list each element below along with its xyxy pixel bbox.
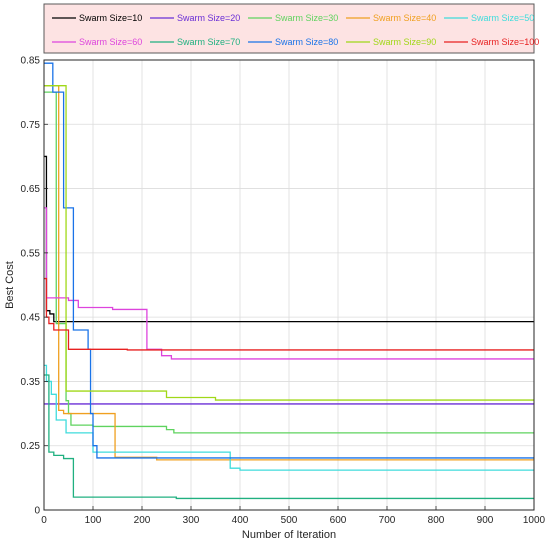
legend-label: Swarm Size=40 <box>373 13 436 23</box>
y-tick-label: 0.25 <box>21 441 41 452</box>
y-tick-label: 0.45 <box>21 313 41 324</box>
x-tick-label: 1000 <box>523 515 546 526</box>
legend-label: Swarm Size=60 <box>79 37 142 47</box>
x-tick-label: 500 <box>281 515 298 526</box>
legend-label: Swarm Size=90 <box>373 37 436 47</box>
y-axis-label: Best Cost <box>4 261 16 309</box>
plot-area: 0 100 200 300 400 500 600 700 800 900 1000 0 0.25 0.3… <box>21 56 546 527</box>
x-tick-label: 900 <box>477 515 494 526</box>
x-tick-label: 700 <box>379 515 396 526</box>
series-line-8 <box>44 62 534 459</box>
series-line-6 <box>44 207 534 360</box>
legend-label: Swarm Size=80 <box>275 37 338 47</box>
legend: Swarm Size=10 Swarm Size=20 Swarm Size=30 S… <box>43 3 539 54</box>
series-line-7 <box>44 374 534 500</box>
axis-ticks: 0 100 200 300 400 500 600 700 800 900 1000 0 0.25 0.3… <box>21 56 546 527</box>
series-lines <box>44 62 534 500</box>
series-line-10 <box>44 277 534 351</box>
y-tick-label: 0.65 <box>21 184 41 195</box>
legend-box <box>43 3 535 54</box>
legend-label: Swarm Size=50 <box>471 13 534 23</box>
x-tick-label: 300 <box>183 515 200 526</box>
x-tick-label: 0 <box>41 515 47 526</box>
x-axis-label: Number of Iteration <box>242 529 336 541</box>
legend-label: Swarm Size=10 <box>79 13 142 23</box>
legend-label: Swarm Size=20 <box>177 13 240 23</box>
y-tick-label: 0.75 <box>21 120 41 131</box>
x-tick-label: 400 <box>232 515 249 526</box>
y-tick-label: 0 <box>34 506 40 517</box>
series-line-3 <box>44 91 534 434</box>
y-tick-label: 0.35 <box>21 377 41 388</box>
y-tick-label: 0.85 <box>21 56 41 67</box>
x-tick-label: 600 <box>330 515 347 526</box>
x-tick-label: 100 <box>85 515 102 526</box>
legend-label: Swarm Size=30 <box>275 13 338 23</box>
x-tick-label: 800 <box>428 515 445 526</box>
x-tick-label: 200 <box>134 515 151 526</box>
legend-label: Swarm Size=70 <box>177 37 240 47</box>
y-tick-label: 0.55 <box>21 248 41 259</box>
legend-label: Swarm Size=100 <box>471 37 539 47</box>
series-line-1 <box>44 155 534 323</box>
series-line-9 <box>44 85 534 401</box>
